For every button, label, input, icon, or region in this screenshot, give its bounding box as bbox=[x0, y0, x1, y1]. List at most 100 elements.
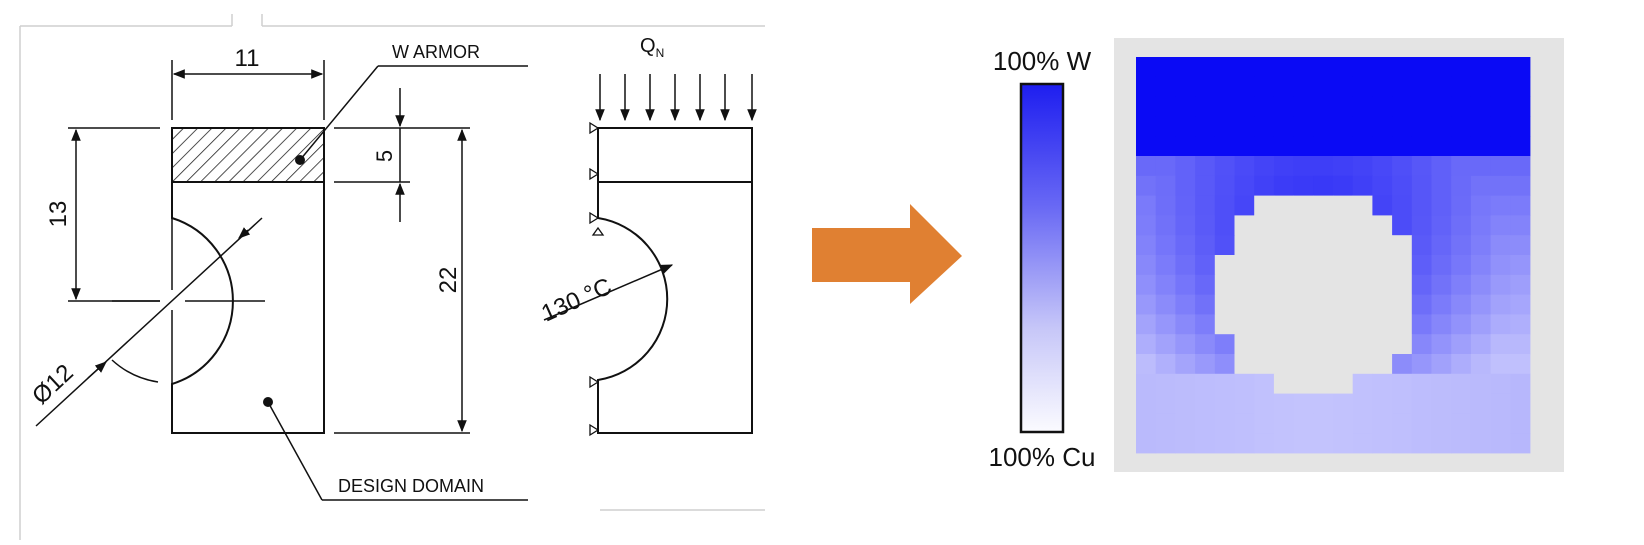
density-cell bbox=[1333, 96, 1354, 117]
density-cell bbox=[1411, 195, 1432, 216]
density-cell bbox=[1352, 116, 1373, 137]
dim-width-label: 11 bbox=[235, 45, 260, 72]
density-cell bbox=[1273, 314, 1294, 335]
density-cell bbox=[1510, 354, 1531, 375]
density-cell bbox=[1214, 116, 1235, 137]
density-cell bbox=[1136, 274, 1157, 295]
density-cell bbox=[1470, 116, 1491, 137]
density-cell bbox=[1431, 294, 1452, 315]
density-cell bbox=[1372, 255, 1393, 276]
density-cell bbox=[1293, 294, 1314, 315]
density-cell bbox=[1333, 57, 1354, 78]
material-legend: 100% W 100% Cu bbox=[989, 46, 1096, 472]
density-cell bbox=[1333, 235, 1354, 256]
density-cell bbox=[1470, 57, 1491, 78]
armor-marker-dot bbox=[295, 155, 305, 165]
density-cell bbox=[1175, 235, 1196, 256]
density-cell bbox=[1333, 354, 1354, 375]
load-label: QN bbox=[640, 35, 664, 60]
density-cell bbox=[1470, 413, 1491, 434]
density-cell bbox=[1136, 156, 1157, 177]
density-cell bbox=[1234, 294, 1255, 315]
technical-drawing: 11 13 5 22 Ø12 W ARMOR DESIGN DOMAIN bbox=[19, 14, 765, 540]
density-cell bbox=[1313, 334, 1334, 355]
density-cell bbox=[1313, 373, 1334, 394]
density-cell bbox=[1214, 294, 1235, 315]
legend-color-bar bbox=[1019, 82, 1065, 434]
density-cell bbox=[1451, 156, 1472, 177]
density-cell bbox=[1490, 274, 1511, 295]
density-cell bbox=[1214, 393, 1235, 414]
density-cell bbox=[1431, 314, 1452, 335]
density-cell bbox=[1175, 215, 1196, 236]
density-cell bbox=[1195, 195, 1216, 216]
dim-diameter-label: Ø12 bbox=[27, 359, 79, 410]
density-cell bbox=[1273, 274, 1294, 295]
density-cell bbox=[1352, 294, 1373, 315]
density-cell bbox=[1234, 354, 1255, 375]
armor-hatched-region bbox=[171, 127, 325, 183]
dim-height-label: 13 bbox=[45, 201, 72, 228]
density-cell bbox=[1175, 393, 1196, 414]
density-cell bbox=[1313, 393, 1334, 414]
density-cell bbox=[1254, 433, 1275, 454]
density-cell bbox=[1333, 156, 1354, 177]
density-cell bbox=[1254, 334, 1275, 355]
density-cell bbox=[1136, 433, 1157, 454]
density-cell bbox=[1392, 294, 1413, 315]
density-cell bbox=[1451, 96, 1472, 117]
density-cell bbox=[1411, 57, 1432, 78]
boundary-conditions: QN 130 °C bbox=[537, 35, 757, 437]
density-cell bbox=[1333, 116, 1354, 137]
density-cell bbox=[1431, 373, 1452, 394]
density-cell bbox=[1392, 413, 1413, 434]
density-cell bbox=[1372, 433, 1393, 454]
density-cell bbox=[1136, 314, 1157, 335]
density-cell bbox=[1470, 136, 1491, 157]
density-cell bbox=[1214, 334, 1235, 355]
density-cell bbox=[1214, 96, 1235, 117]
density-cell bbox=[1510, 274, 1531, 295]
density-cell bbox=[1313, 136, 1334, 157]
density-cell bbox=[1470, 156, 1491, 177]
legend-bottom-label: 100% Cu bbox=[989, 442, 1096, 472]
density-cell bbox=[1136, 294, 1157, 315]
density-cell bbox=[1451, 354, 1472, 375]
density-cell bbox=[1234, 235, 1255, 256]
density-cell bbox=[1372, 354, 1393, 375]
density-cell bbox=[1273, 76, 1294, 97]
density-cell bbox=[1470, 235, 1491, 256]
density-cell bbox=[1352, 413, 1373, 434]
dim-armor-label: 5 bbox=[372, 150, 397, 162]
density-cell bbox=[1431, 433, 1452, 454]
density-cell bbox=[1372, 116, 1393, 137]
density-cell bbox=[1470, 354, 1491, 375]
density-cell bbox=[1392, 373, 1413, 394]
density-cell bbox=[1490, 215, 1511, 236]
density-cell bbox=[1411, 373, 1432, 394]
density-cell bbox=[1313, 215, 1334, 236]
density-cell bbox=[1234, 136, 1255, 157]
density-cell bbox=[1195, 354, 1216, 375]
density-cell bbox=[1273, 116, 1294, 137]
density-cell bbox=[1155, 116, 1176, 137]
density-cell bbox=[1155, 274, 1176, 295]
density-cell bbox=[1372, 136, 1393, 157]
density-cell bbox=[1155, 57, 1176, 78]
density-cell bbox=[1293, 57, 1314, 78]
density-cell bbox=[1195, 255, 1216, 276]
density-cell bbox=[1510, 235, 1531, 256]
density-cell bbox=[1175, 294, 1196, 315]
density-cell bbox=[1214, 413, 1235, 434]
density-cell bbox=[1490, 235, 1511, 256]
density-cell bbox=[1293, 116, 1314, 137]
density-cell bbox=[1392, 175, 1413, 196]
density-cell bbox=[1273, 255, 1294, 276]
density-cell bbox=[1175, 175, 1196, 196]
density-cell bbox=[1392, 57, 1413, 78]
density-cell bbox=[1490, 195, 1511, 216]
label-leaders bbox=[267, 65, 528, 501]
density-cell bbox=[1273, 156, 1294, 177]
density-cell bbox=[1175, 373, 1196, 394]
